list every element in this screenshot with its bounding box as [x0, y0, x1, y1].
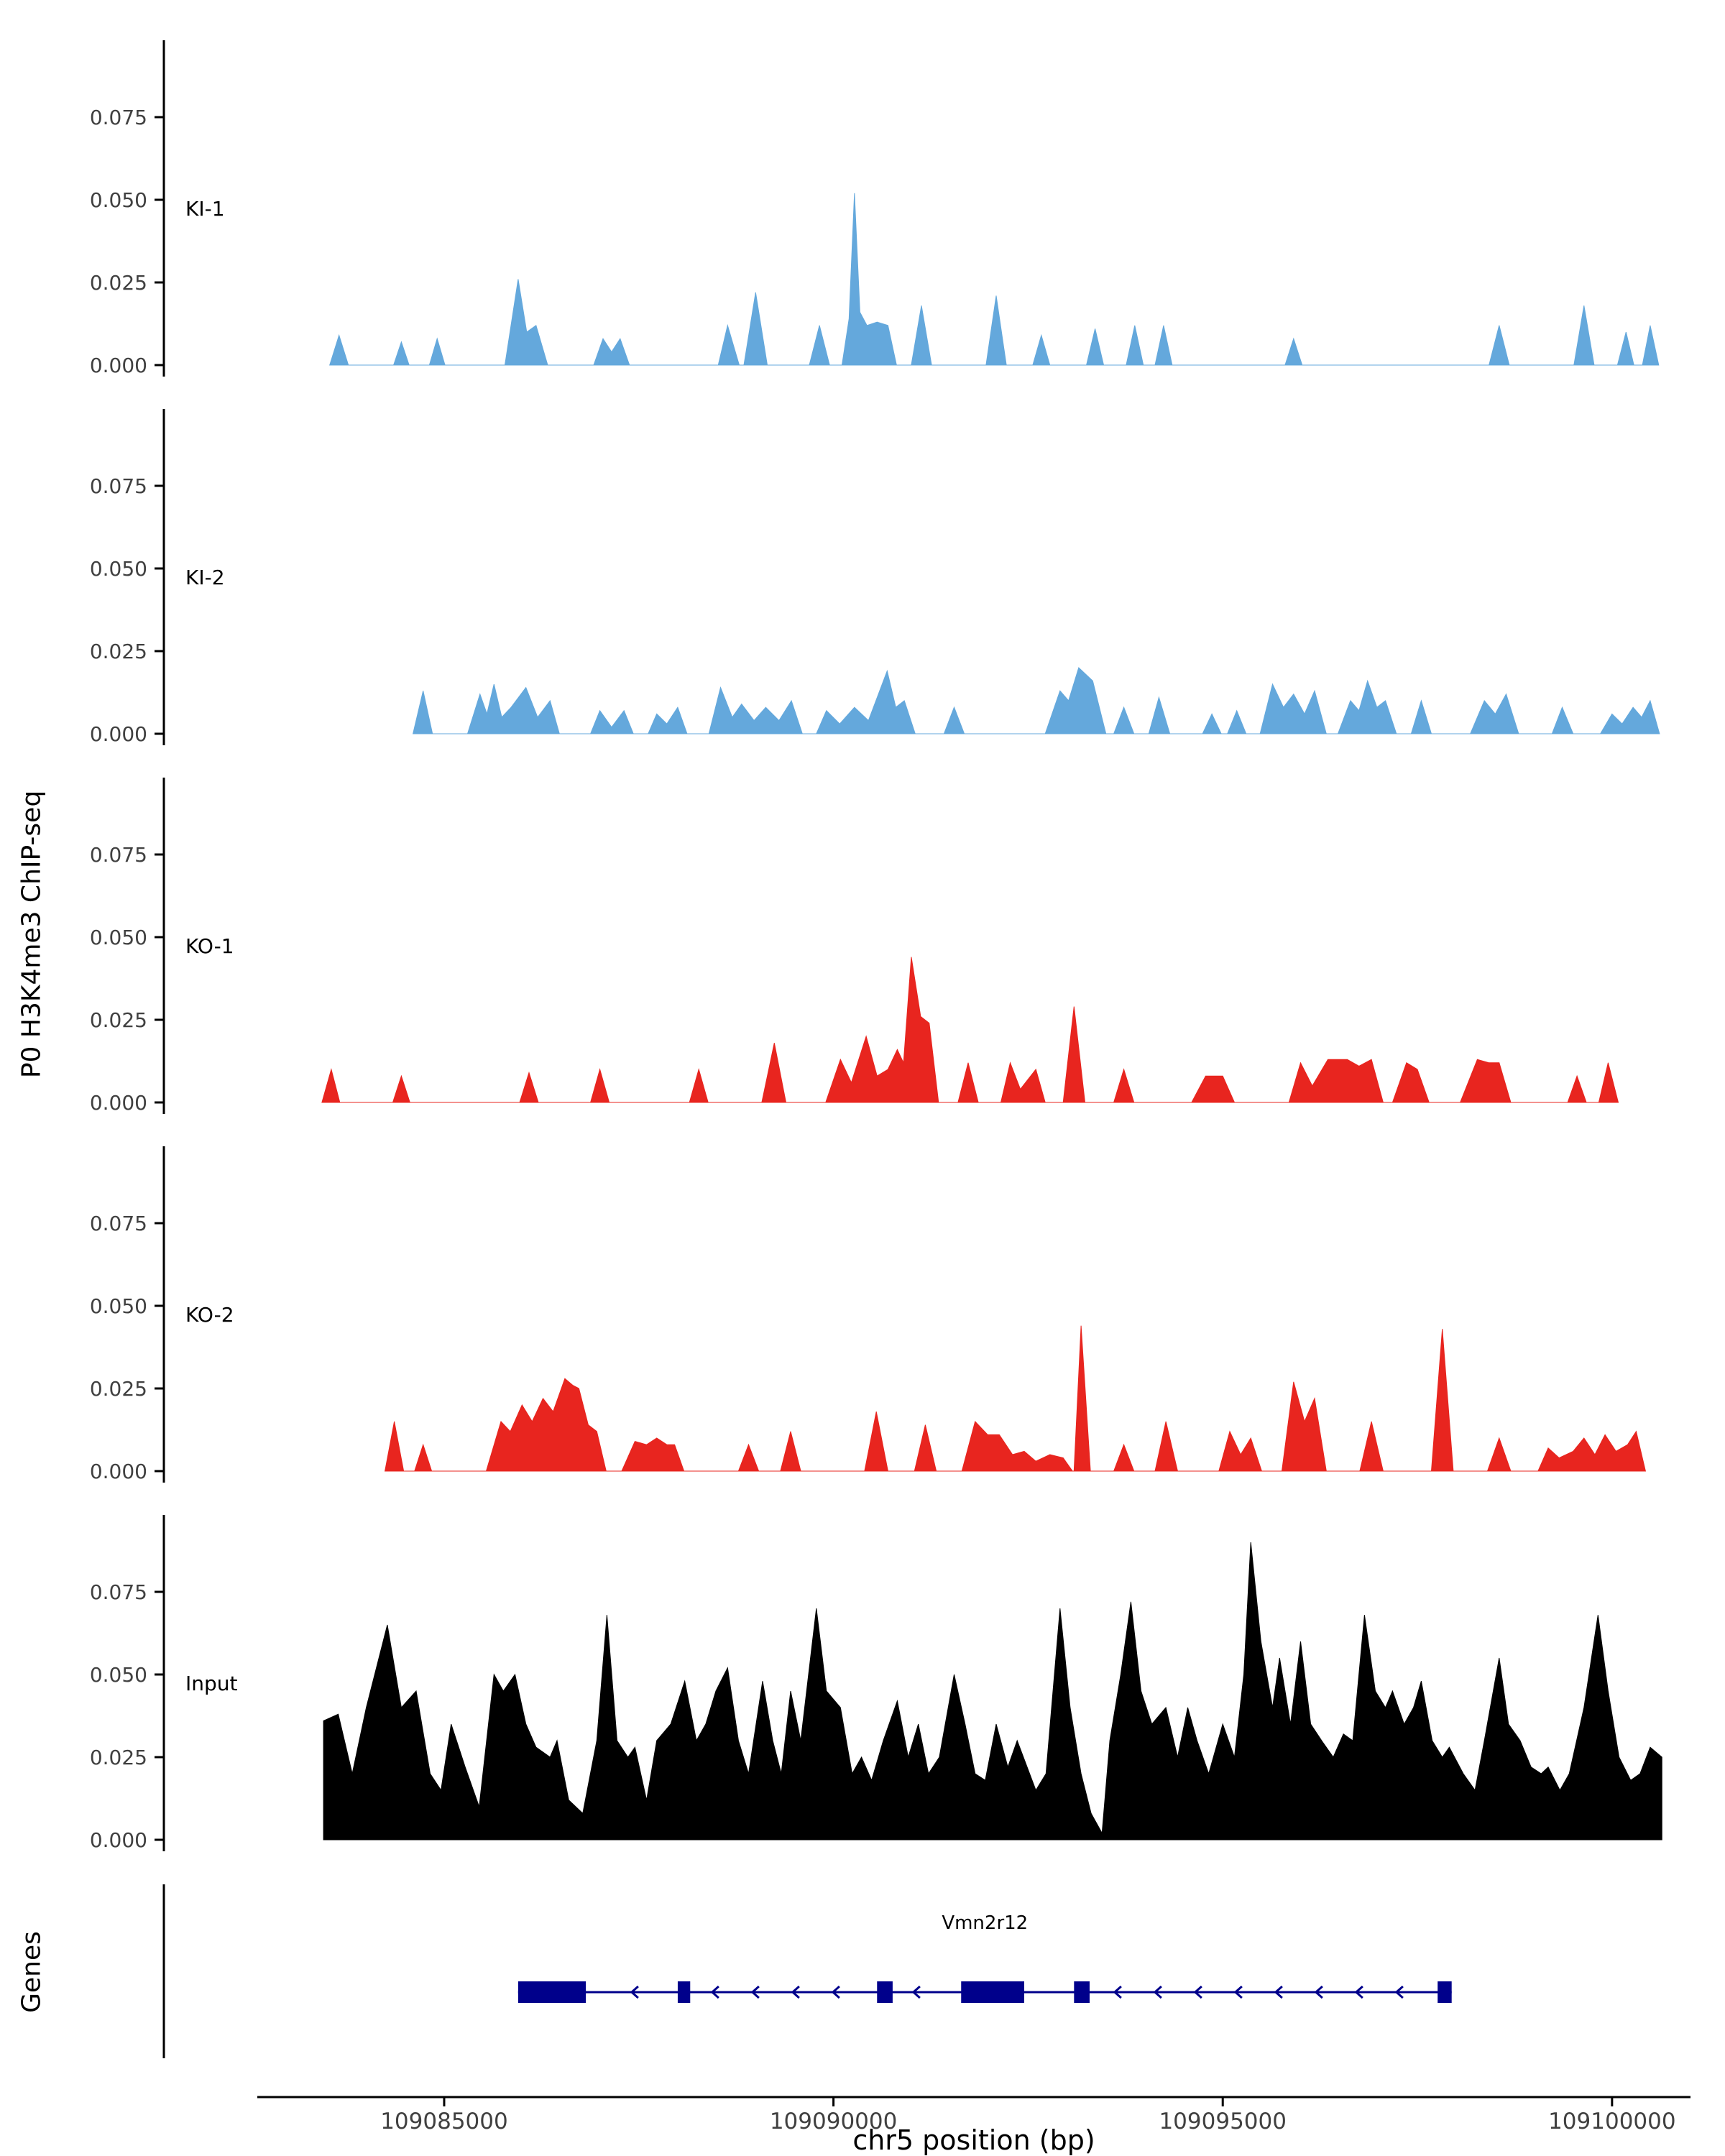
y-tick-label: 0.000 [90, 1828, 147, 1852]
track-panel-input: 0.000 0.025 0.050 0.075 Input [90, 1515, 1662, 1852]
y-tick-label: 0.075 [90, 1580, 147, 1604]
gene-exon [961, 1981, 1024, 2003]
track-label: KI-2 [185, 566, 225, 589]
gene-exon [1438, 1981, 1452, 2003]
signal-area-ki-1 [329, 193, 1660, 366]
y-tick-label: 0.000 [90, 1460, 147, 1483]
minus-strand-arrow-icon [1274, 1985, 1283, 1999]
y-tick-label: 0.075 [90, 1212, 147, 1235]
y-tick-label: 0.000 [90, 722, 147, 746]
y-tick-label: 0.000 [90, 1091, 147, 1115]
gene-exon [677, 1981, 691, 2003]
minus-strand-arrow-icon [1314, 1985, 1323, 1999]
x-tick-label: 109085000 [380, 2109, 508, 2134]
minus-strand-arrow-icon [1153, 1985, 1162, 1999]
minus-strand-arrow-icon [1113, 1985, 1122, 1999]
signal-area-ko-1 [321, 957, 1619, 1103]
y-tick-label: 0.025 [90, 271, 147, 295]
signal-area-input [323, 1542, 1662, 1841]
y-tick-label: 0.050 [90, 188, 147, 212]
y-tick-label: 0.050 [90, 557, 147, 581]
minus-strand-arrow-icon [1394, 1985, 1404, 1999]
y-tick-label: 0.075 [90, 474, 147, 498]
genes-panel-svg: Vmn2r12 [162, 1884, 1452, 2058]
y-tick-label: 0.025 [90, 1377, 147, 1401]
minus-strand-arrow-icon [630, 1985, 639, 1999]
minus-strand-arrow-icon [791, 1985, 800, 1999]
y-tick-label: 0.050 [90, 926, 147, 949]
minus-strand-arrow-icon [1233, 1985, 1243, 1999]
signal-area-ki-2 [412, 667, 1660, 734]
y-tick-label: 0.075 [90, 843, 147, 867]
y-tick-label: 0.050 [90, 1294, 147, 1318]
x-tick-label: 109100000 [1548, 2109, 1676, 2134]
track-label: KO-1 [185, 934, 234, 958]
minus-strand-arrow-icon [710, 1985, 719, 1999]
track-panel-ki-2: 0.000 0.025 0.050 0.075 KI-2 [90, 409, 1660, 746]
gene-exon [1074, 1981, 1090, 2003]
y-tick-label: 0.050 [90, 1663, 147, 1687]
y-tick-label: 0.025 [90, 640, 147, 663]
gene-name-label: Vmn2r12 [942, 1912, 1028, 1934]
minus-strand-arrow-icon [750, 1985, 760, 1999]
x-axis-svg: 109085000 109090000 109095000 109100000 [257, 2096, 1690, 2134]
minus-strand-arrow-icon [831, 1985, 840, 1999]
minus-strand-arrow-icon [1193, 1985, 1202, 1999]
track-label: Input [185, 1672, 238, 1695]
x-tick-label: 109095000 [1159, 2109, 1287, 2134]
track-label: KI-1 [185, 197, 225, 221]
track-label: KO-2 [185, 1303, 234, 1327]
y-tick-label: 0.000 [90, 354, 147, 377]
x-axis-title: chr5 position (bp) [852, 2124, 1095, 2156]
minus-strand-arrow-icon [1354, 1985, 1363, 1999]
track-panel-ko-1: 0.000 0.025 0.050 0.075 KO-1 [90, 778, 1619, 1115]
y-tick-label: 0.025 [90, 1008, 147, 1032]
y-tick-label: 0.025 [90, 1746, 147, 1769]
track-panel-ko-2: 0.000 0.025 0.050 0.075 KO-2 [90, 1146, 1647, 1483]
gene-exon [877, 1981, 893, 2003]
y-tick-label: 0.075 [90, 106, 147, 129]
x-tick-label: 109090000 [770, 2109, 898, 2134]
signal-area-ko-2 [384, 1325, 1647, 1472]
track-panel-ki-1: 0.000 0.025 0.050 0.075 KI-1 [90, 40, 1660, 377]
minus-strand-arrow-icon [911, 1985, 921, 1999]
gene-exon [518, 1981, 586, 2003]
